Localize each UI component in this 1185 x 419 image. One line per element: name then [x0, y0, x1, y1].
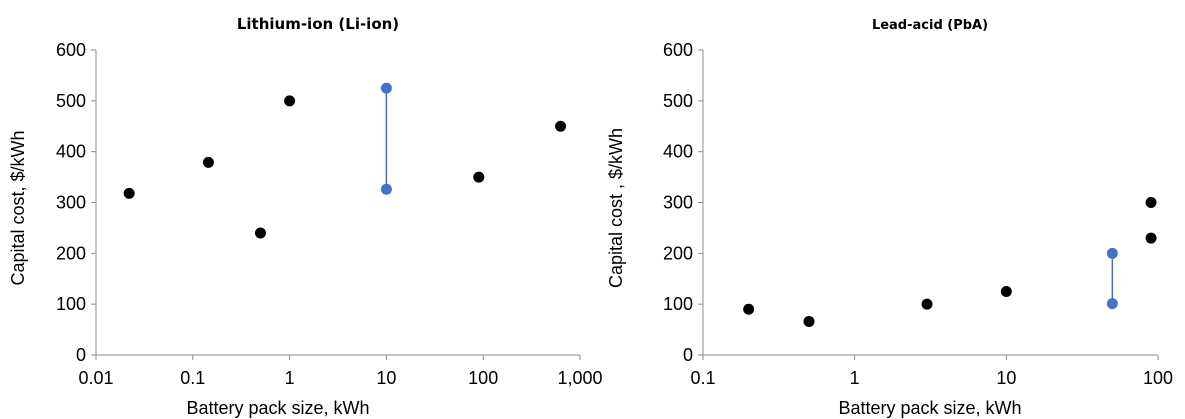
y-tick-label: 500: [663, 91, 693, 111]
data-point: [743, 303, 755, 315]
data-point: [1145, 197, 1157, 208]
range-point-low: [380, 183, 392, 195]
data-point: [1000, 285, 1012, 297]
x-tick-label: 1,000: [557, 368, 602, 388]
data-point: [202, 156, 214, 168]
y-tick-label: 400: [56, 142, 86, 162]
y-tick-label: 600: [663, 40, 693, 60]
x-tick-label: 0.1: [180, 368, 205, 388]
x-axis-label: Battery pack size, kWh: [838, 398, 1021, 418]
data-point: [555, 120, 567, 132]
chart-lead-acid: Lead-acid (PbA) Battery pack size, kWh C…: [606, 18, 1173, 418]
x-tick-label: 10: [376, 368, 396, 388]
data-point: [921, 298, 933, 310]
chart-title: Lead-acid (PbA): [872, 18, 988, 33]
y-axis-label: Capital cost , $/kWh: [606, 128, 626, 288]
y-tick-label: 300: [663, 193, 693, 213]
range-point-high: [1106, 247, 1118, 259]
data-point: [284, 95, 296, 107]
data-point: [803, 315, 815, 327]
y-tick-label: 300: [56, 193, 86, 213]
data-point: [123, 187, 135, 199]
x-tick-label: 1: [285, 368, 295, 388]
data-point: [254, 227, 266, 239]
x-tick-label: 1: [850, 368, 860, 388]
y-tick-label: 600: [56, 40, 86, 60]
y-tick-label: 200: [663, 243, 693, 263]
y-tick-label: 400: [663, 142, 693, 162]
data-point: [1145, 232, 1157, 244]
x-tick-label: 100: [468, 368, 498, 388]
y-tick-label: 500: [56, 91, 86, 111]
x-tick-label: 0.01: [78, 368, 113, 388]
y-tick-label: 100: [56, 294, 86, 314]
y-tick-label: 0: [76, 345, 86, 365]
y-tick-label: 200: [56, 243, 86, 263]
y-tick-label: 100: [663, 294, 693, 314]
chart-lithium-ion: Lithium-ion (Li-ion) Battery pack size, …: [8, 15, 603, 418]
range-point-low: [1106, 298, 1118, 310]
x-axis-label: Battery pack size, kWh: [186, 398, 369, 418]
x-tick-label: 10: [996, 368, 1016, 388]
range-point-high: [380, 82, 392, 94]
chart-title: Lithium-ion (Li-ion): [237, 15, 399, 33]
y-tick-label: 0: [683, 345, 693, 365]
y-axis-label: Capital cost, $/kWh: [8, 130, 28, 285]
data-point: [473, 171, 485, 183]
x-tick-label: 100: [1143, 368, 1173, 388]
x-tick-label: 0.1: [690, 368, 715, 388]
